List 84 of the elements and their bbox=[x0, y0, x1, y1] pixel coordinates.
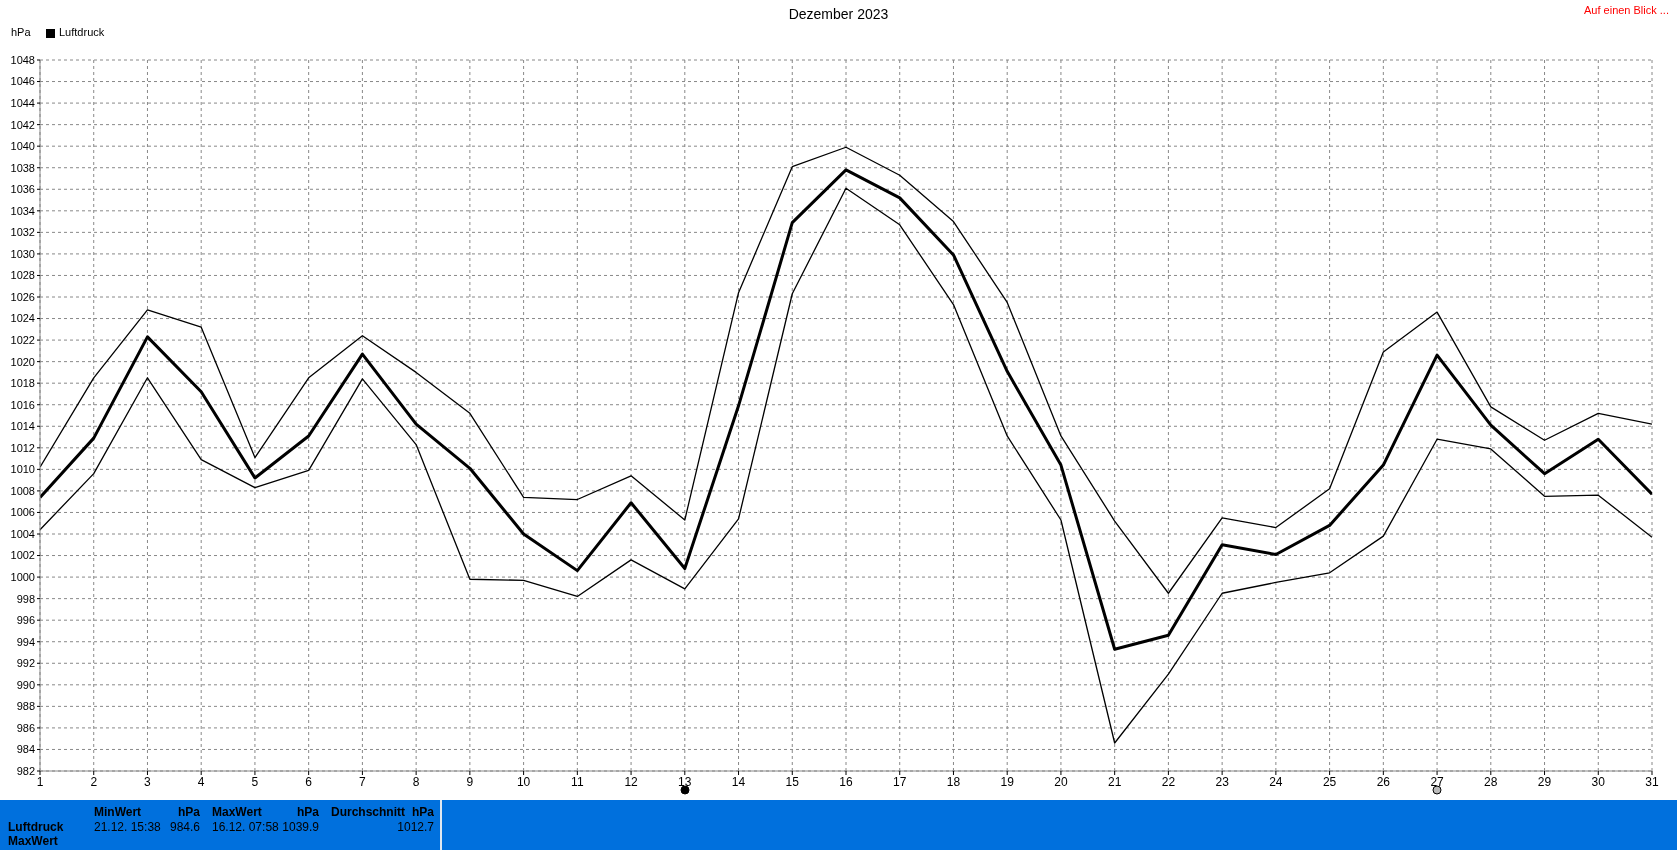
legend-label: Luftdruck bbox=[59, 26, 105, 38]
text: 1039.9 bbox=[282, 820, 319, 834]
text: MinWert bbox=[94, 805, 142, 819]
y-tick-label: 1048 bbox=[10, 53, 35, 66]
y-tick-label: 1010 bbox=[10, 463, 35, 476]
text: hPa bbox=[177, 805, 200, 819]
x-tick-label: 2 bbox=[90, 774, 98, 789]
y-tick-label: 1032 bbox=[10, 226, 35, 239]
y-tick-label: 986 bbox=[16, 721, 35, 734]
x-tick-label: 19 bbox=[1000, 774, 1015, 789]
y-tick-label: 1006 bbox=[10, 506, 35, 519]
x-tick-label: 8 bbox=[412, 774, 420, 789]
y-tick-label: 1040 bbox=[10, 140, 35, 153]
y-tick-label: 1042 bbox=[10, 118, 35, 131]
text: 21.12. 15:38 bbox=[94, 820, 161, 834]
x-tick-label: 12 bbox=[624, 774, 639, 789]
line-series bbox=[40, 187, 1652, 744]
x-tick-label: 5 bbox=[251, 774, 259, 789]
x-tick-label: 9 bbox=[466, 774, 474, 789]
x-tick-label: 24 bbox=[1269, 774, 1283, 789]
x-tick-label: 14 bbox=[731, 774, 746, 789]
x-tick-label: 6 bbox=[305, 774, 313, 789]
x-tick-label: 4 bbox=[197, 774, 205, 789]
y-tick-label: 984 bbox=[16, 743, 35, 756]
x-tick-label: 10 bbox=[516, 774, 531, 789]
y-tick-label: 1030 bbox=[10, 247, 35, 260]
y-tick-label: 1022 bbox=[10, 334, 35, 346]
x-tick-label: 18 bbox=[946, 774, 961, 789]
text: 16.12. 07:58 bbox=[212, 820, 279, 834]
y-tick-label: 1026 bbox=[10, 290, 35, 303]
x-tick-label: 26 bbox=[1376, 774, 1391, 789]
y-tick-label: 992 bbox=[16, 657, 35, 670]
x-tick-label: 15 bbox=[785, 774, 800, 789]
y-tick-label: 1014 bbox=[10, 420, 35, 433]
x-tick-label: 25 bbox=[1322, 774, 1337, 789]
y-tick-label: 1004 bbox=[10, 527, 35, 540]
line-series bbox=[40, 168, 1652, 651]
y-tick-label: 1002 bbox=[10, 549, 35, 562]
text: MaxWert bbox=[212, 805, 262, 819]
y-tick-label: 1018 bbox=[10, 377, 35, 390]
y-tick-label: 994 bbox=[16, 635, 35, 648]
y-tick-label: 1008 bbox=[10, 484, 35, 497]
x-tick-label: 22 bbox=[1161, 774, 1176, 789]
text: hPa bbox=[411, 805, 434, 819]
x-tick-label: 30 bbox=[1591, 774, 1606, 789]
y-tick-label: 998 bbox=[16, 592, 35, 605]
y-tick-label: 1028 bbox=[10, 269, 35, 282]
x-tick-label: 3 bbox=[144, 774, 152, 789]
text: 1012.7 bbox=[397, 820, 434, 834]
y-tick-label: 1038 bbox=[10, 161, 35, 174]
x-tick-label: 13 bbox=[678, 774, 692, 789]
text: 984.6 bbox=[169, 820, 200, 834]
x-tick-label: 7 bbox=[359, 774, 367, 789]
y-tick-label: 1024 bbox=[10, 312, 35, 325]
chart-title: Dezember 2023 bbox=[788, 6, 889, 22]
y-tick-label: 1036 bbox=[10, 183, 35, 196]
y-tick-label: 1046 bbox=[10, 75, 35, 88]
x-tick-label: 27 bbox=[1430, 774, 1445, 789]
text: Durchschnitt bbox=[331, 805, 406, 819]
y-tick-label: 1044 bbox=[10, 97, 35, 109]
x-tick-label: 23 bbox=[1215, 774, 1230, 789]
x-tick-label: 28 bbox=[1484, 774, 1498, 789]
y-tick-label: 1034 bbox=[10, 204, 35, 217]
x-tick-label: 11 bbox=[571, 774, 584, 789]
x-tick-label: 21 bbox=[1107, 774, 1122, 789]
text: MaxWert bbox=[8, 834, 58, 848]
x-tick-label: 16 bbox=[839, 774, 853, 789]
y-axis-title: hPa bbox=[11, 26, 31, 38]
y-tick-label: 1020 bbox=[10, 355, 35, 368]
y-tick-label: 990 bbox=[16, 678, 35, 691]
text: Auf einen Blick ... bbox=[1584, 4, 1669, 16]
x-tick-label: 29 bbox=[1537, 774, 1552, 789]
y-tick-label: 996 bbox=[16, 614, 35, 627]
text: hPa bbox=[296, 805, 319, 819]
y-tick-label: 1012 bbox=[10, 441, 35, 454]
y-tick-label: 1000 bbox=[10, 571, 35, 583]
x-tick-label: 31 bbox=[1645, 774, 1659, 789]
x-tick-label: 17 bbox=[893, 774, 907, 789]
y-tick-label: 982 bbox=[16, 764, 35, 777]
y-tick-label: 988 bbox=[16, 700, 35, 713]
x-tick-label: 1 bbox=[36, 774, 44, 789]
x-tick-label: 20 bbox=[1054, 774, 1068, 789]
y-tick-label: 1016 bbox=[10, 398, 35, 411]
text: Luftdruck bbox=[8, 820, 64, 834]
